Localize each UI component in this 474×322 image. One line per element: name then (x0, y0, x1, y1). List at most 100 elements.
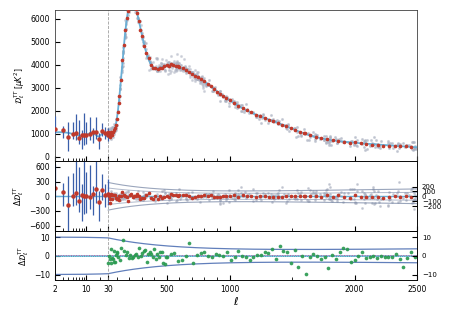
Point (139, 250, 146, 255)
Point (409, 140, 417, 145)
Point (140, 194, 147, 200)
Point (143, 54, 151, 59)
Point (313, 253, 321, 259)
Point (110, 126, 118, 131)
Point (157, 60, 164, 65)
Point (325, 138, 332, 144)
Point (153, 55, 161, 60)
Point (411, 145, 419, 150)
Point (125, 193, 133, 198)
Point (122, 26, 129, 31)
Point (238, 102, 246, 108)
Point (123, 17, 130, 22)
Point (360, 139, 368, 144)
Point (110, 129, 118, 135)
Point (284, 123, 292, 128)
Point (110, 195, 118, 201)
Point (116, 194, 124, 199)
Point (259, 191, 267, 196)
Point (305, 199, 313, 204)
Point (284, 192, 292, 197)
Point (142, 56, 150, 61)
Point (276, 243, 283, 249)
Point (172, 68, 180, 73)
Point (393, 143, 401, 148)
Point (142, 194, 150, 200)
Point (255, 117, 263, 122)
Point (106, 135, 114, 140)
Point (208, 89, 216, 94)
Point (402, 142, 410, 147)
Point (401, 191, 409, 196)
Point (127, 5, 134, 10)
Point (182, 67, 190, 72)
Point (350, 142, 358, 147)
Point (124, 6, 132, 11)
Point (172, 67, 180, 72)
Point (154, 68, 161, 73)
Point (168, 66, 176, 71)
Point (384, 204, 392, 209)
Point (154, 69, 161, 74)
Point (407, 143, 415, 148)
Point (182, 253, 190, 259)
Point (124, 9, 132, 14)
Point (140, 42, 148, 47)
Point (358, 141, 365, 146)
Point (325, 265, 332, 270)
Point (111, 196, 119, 201)
Point (300, 126, 307, 131)
Point (228, 97, 236, 102)
Point (139, 197, 147, 203)
Point (353, 182, 361, 187)
Point (326, 195, 333, 200)
Point (176, 65, 183, 71)
Point (284, 192, 292, 197)
Point (133, 2, 140, 7)
Point (202, 80, 210, 85)
Point (361, 147, 369, 152)
Point (175, 186, 182, 192)
Point (157, 250, 164, 255)
Point (107, 130, 115, 136)
Point (283, 126, 291, 131)
Point (274, 191, 282, 196)
Point (353, 189, 360, 194)
Point (327, 138, 334, 143)
Point (237, 190, 244, 195)
Point (112, 194, 120, 199)
Point (331, 195, 338, 200)
Point (229, 98, 237, 103)
Point (146, 60, 154, 65)
Point (279, 185, 286, 190)
Point (118, 194, 126, 199)
Point (214, 192, 221, 197)
Point (116, 86, 124, 91)
Point (124, 189, 132, 194)
Point (231, 192, 238, 197)
Point (396, 141, 403, 146)
Point (217, 198, 224, 203)
Point (373, 196, 381, 202)
Point (134, 15, 141, 20)
Point (292, 135, 300, 140)
Point (173, 60, 181, 65)
Point (264, 251, 272, 256)
Point (183, 69, 191, 74)
Point (119, 191, 127, 196)
Point (149, 255, 157, 260)
Point (229, 192, 237, 197)
Point (225, 103, 233, 109)
Point (216, 92, 223, 97)
Point (135, 196, 142, 202)
Point (309, 189, 317, 194)
Point (124, 190, 132, 195)
Point (215, 194, 223, 200)
Point (170, 62, 178, 67)
Point (143, 192, 151, 197)
Point (411, 192, 419, 197)
Point (406, 192, 413, 197)
Point (363, 195, 371, 200)
Point (127, 0, 134, 3)
Point (334, 140, 341, 145)
